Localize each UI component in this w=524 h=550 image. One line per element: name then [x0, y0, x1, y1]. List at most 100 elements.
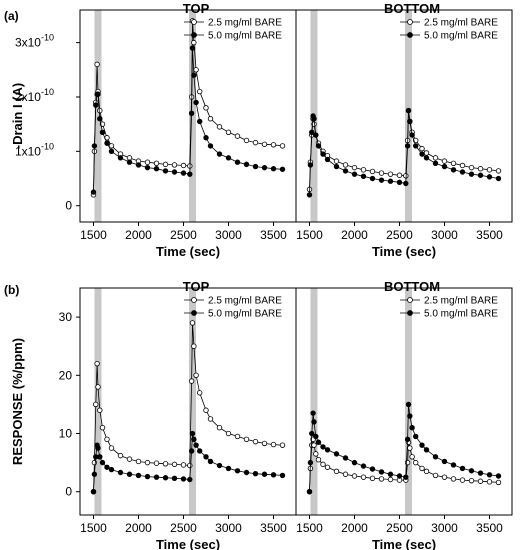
data-point — [306, 489, 313, 495]
data-point — [90, 189, 97, 195]
chart-title: BOTTOM — [384, 1, 440, 16]
data-point — [261, 471, 268, 477]
data-point — [270, 472, 277, 478]
exposure-band — [189, 10, 196, 222]
data-point — [315, 439, 322, 445]
data-point — [188, 378, 195, 384]
chart-title: TOP — [183, 1, 210, 16]
data-point — [419, 151, 425, 157]
legend-label: 5.0 mg/ml BARE — [424, 31, 498, 42]
data-point — [441, 163, 448, 170]
data-point — [351, 171, 358, 177]
data-point — [309, 430, 315, 437]
data-point — [97, 116, 103, 122]
series-line — [309, 439, 499, 492]
data-point — [413, 459, 419, 466]
data-point — [207, 116, 214, 122]
data-point — [117, 469, 124, 476]
data-point — [126, 155, 133, 161]
data-point — [153, 160, 160, 166]
legend-label: 5.0 mg/ml BARE — [424, 309, 498, 320]
plot-frame — [295, 287, 513, 516]
x-axis-label: Time (sec) — [156, 537, 220, 550]
data-point — [144, 473, 151, 480]
data-point — [306, 192, 313, 198]
data-point — [432, 472, 439, 479]
data-point — [342, 471, 349, 477]
data-point — [117, 452, 124, 459]
y-tick-label: 3x10-10 — [15, 33, 54, 50]
data-point — [171, 169, 178, 175]
data-point — [191, 343, 197, 349]
data-point — [477, 172, 484, 178]
data-point — [409, 132, 415, 138]
data-point — [315, 457, 322, 463]
data-point — [495, 479, 502, 486]
data-point — [477, 478, 484, 484]
data-point — [407, 118, 413, 125]
data-point — [432, 454, 439, 460]
data-point — [413, 143, 419, 149]
data-point — [187, 462, 193, 469]
x-tick-label: 3500 — [260, 521, 287, 535]
data-point — [441, 158, 448, 164]
y-tick-label: 10 — [59, 427, 73, 441]
data-point — [360, 474, 367, 480]
data-point — [95, 384, 101, 390]
data-point — [188, 110, 195, 116]
data-point — [311, 116, 317, 122]
data-point — [495, 175, 502, 182]
data-point — [162, 161, 169, 168]
data-point — [320, 444, 326, 450]
data-point — [409, 454, 415, 460]
x-tick-label: 3000 — [215, 521, 242, 535]
data-point — [91, 459, 98, 466]
data-point — [243, 137, 250, 144]
legend-marker — [407, 297, 413, 303]
data-point — [369, 466, 376, 472]
x-tick-label: 3500 — [476, 228, 503, 242]
data-point — [144, 159, 151, 165]
data-point — [171, 461, 178, 468]
data-point — [196, 118, 203, 125]
data-point — [333, 158, 340, 164]
data-point — [207, 416, 214, 422]
data-point — [203, 407, 209, 413]
legend-label: 2.5 mg/ml BARE — [424, 18, 498, 29]
data-point — [153, 166, 160, 172]
x-tick-label: 3500 — [260, 228, 287, 242]
data-point — [387, 178, 394, 184]
data-point — [261, 440, 268, 447]
x-tick-label: 3500 — [476, 521, 503, 535]
y-tick-label: 20 — [59, 368, 73, 382]
data-point — [91, 143, 98, 149]
data-point — [126, 456, 133, 462]
data-point — [191, 436, 197, 443]
data-point — [450, 167, 457, 173]
data-point — [94, 61, 100, 68]
data-point — [360, 173, 367, 180]
data-point — [252, 163, 259, 170]
data-point — [459, 169, 466, 175]
data-point — [252, 438, 259, 445]
data-point — [419, 442, 425, 448]
legend-label: 5.0 mg/ml BARE — [208, 309, 282, 320]
data-point — [486, 174, 493, 180]
data-point — [407, 445, 413, 451]
data-point — [351, 459, 358, 466]
data-point — [171, 475, 178, 482]
x-tick-label: 1500 — [80, 521, 107, 535]
y-tick-exponent: -10 — [41, 33, 54, 43]
data-point — [468, 171, 475, 177]
data-point — [403, 180, 409, 187]
data-point — [279, 442, 286, 448]
data-point — [351, 164, 358, 171]
data-point — [459, 465, 466, 472]
data-point — [135, 472, 142, 479]
data-point — [396, 473, 403, 479]
exposure-band — [189, 288, 196, 515]
data-point — [99, 424, 106, 431]
data-point — [378, 476, 385, 482]
x-tick-label: 2500 — [170, 521, 197, 535]
